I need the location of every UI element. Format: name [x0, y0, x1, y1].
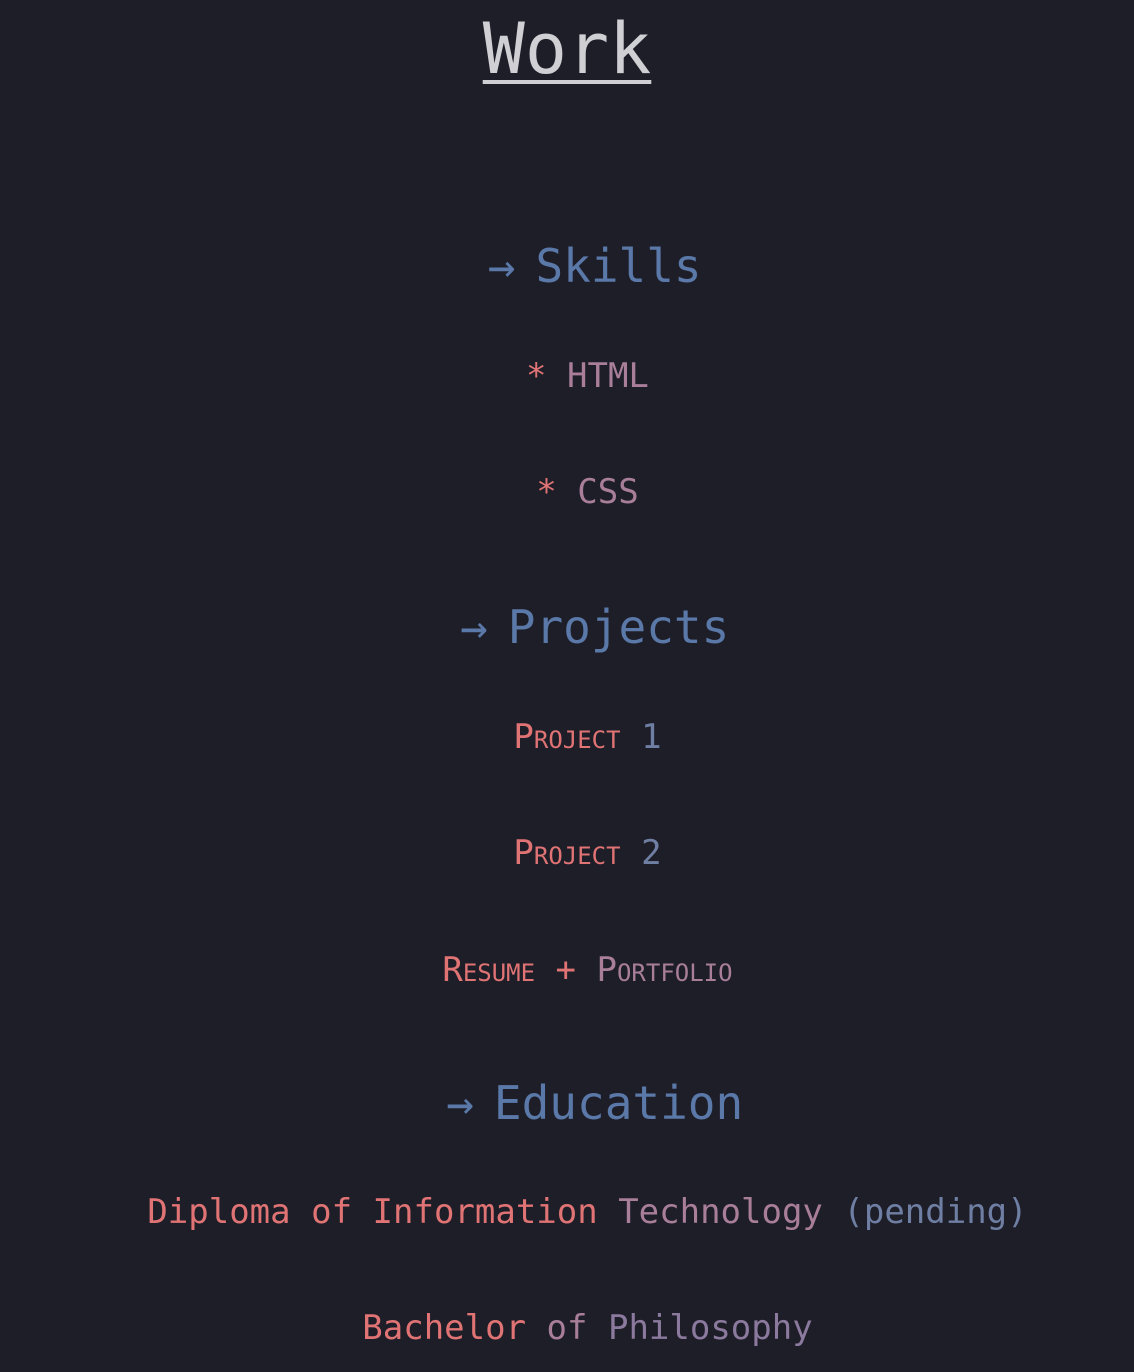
edu-word: Information — [372, 1192, 598, 1232]
project-number: 2 — [641, 833, 662, 873]
edu-word: (pending) — [843, 1192, 1028, 1232]
skill-item-html: * HTML — [0, 325, 1134, 393]
portfolio-word: Portfolio — [596, 950, 733, 990]
edu-word: Diploma — [147, 1192, 291, 1232]
projects-heading-label: Projects — [507, 600, 730, 654]
skills-heading-label: Skills — [535, 239, 702, 293]
arrow-right-icon: → — [487, 239, 516, 293]
arrow-right-icon: → — [446, 1076, 474, 1130]
resume-portfolio-link[interactable]: Resume + Portfolio — [0, 919, 1134, 987]
edu-word: Bachelor — [362, 1308, 527, 1348]
skills-heading: → Skills — [0, 197, 1134, 289]
arrow-right-icon: → — [460, 600, 488, 654]
project-number: 1 — [641, 717, 662, 757]
asterisk-icon: * — [536, 472, 557, 512]
education-item-bachelor: Bachelor of Philosophy — [0, 1277, 1134, 1345]
education-heading-label: Education — [493, 1076, 744, 1130]
project-2-link[interactable]: Project 2 — [0, 802, 1134, 870]
project-word: Project — [513, 717, 621, 757]
project-1-link[interactable]: Project 1 — [0, 686, 1134, 754]
edu-word: of — [546, 1308, 588, 1348]
skill-item-css: * CSS — [0, 441, 1134, 509]
page-title: Work — [482, 8, 652, 90]
skill-label: CSS — [577, 472, 639, 512]
edu-word: Philosophy — [607, 1308, 813, 1348]
asterisk-icon: * — [526, 356, 547, 396]
edu-word: Technology — [618, 1192, 823, 1232]
plus-sign: + — [555, 950, 577, 990]
edu-word: of — [311, 1192, 353, 1232]
education-heading: → Education — [0, 1034, 1134, 1126]
projects-heading: → Projects — [0, 558, 1134, 650]
resume-word: Resume — [442, 950, 536, 990]
skill-label: HTML — [567, 356, 649, 396]
education-item-diploma: Diploma of Information Technology (pendi… — [0, 1161, 1134, 1229]
project-word: Project — [513, 833, 621, 873]
